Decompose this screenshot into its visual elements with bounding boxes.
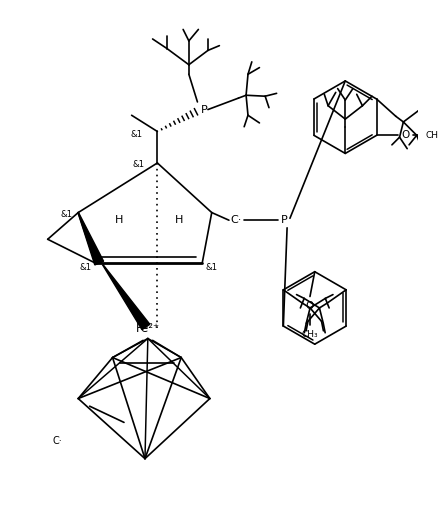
Text: P: P xyxy=(281,215,288,225)
Text: &1: &1 xyxy=(133,160,145,169)
Text: &1: &1 xyxy=(206,263,218,272)
Text: &1: &1 xyxy=(80,263,92,272)
Text: C·: C· xyxy=(53,436,62,447)
Text: O: O xyxy=(401,130,410,140)
Text: Fe²⁺: Fe²⁺ xyxy=(136,322,160,336)
Text: &1: &1 xyxy=(131,130,143,139)
Polygon shape xyxy=(103,265,150,330)
Polygon shape xyxy=(78,212,104,265)
Text: P: P xyxy=(201,105,208,115)
Text: CH₃: CH₃ xyxy=(302,330,318,339)
Text: O: O xyxy=(306,301,314,311)
Text: CH₃: CH₃ xyxy=(426,131,438,140)
Text: C·: C· xyxy=(231,215,242,225)
Text: H: H xyxy=(115,215,124,225)
Text: &1: &1 xyxy=(61,210,73,219)
Text: H: H xyxy=(175,215,184,225)
